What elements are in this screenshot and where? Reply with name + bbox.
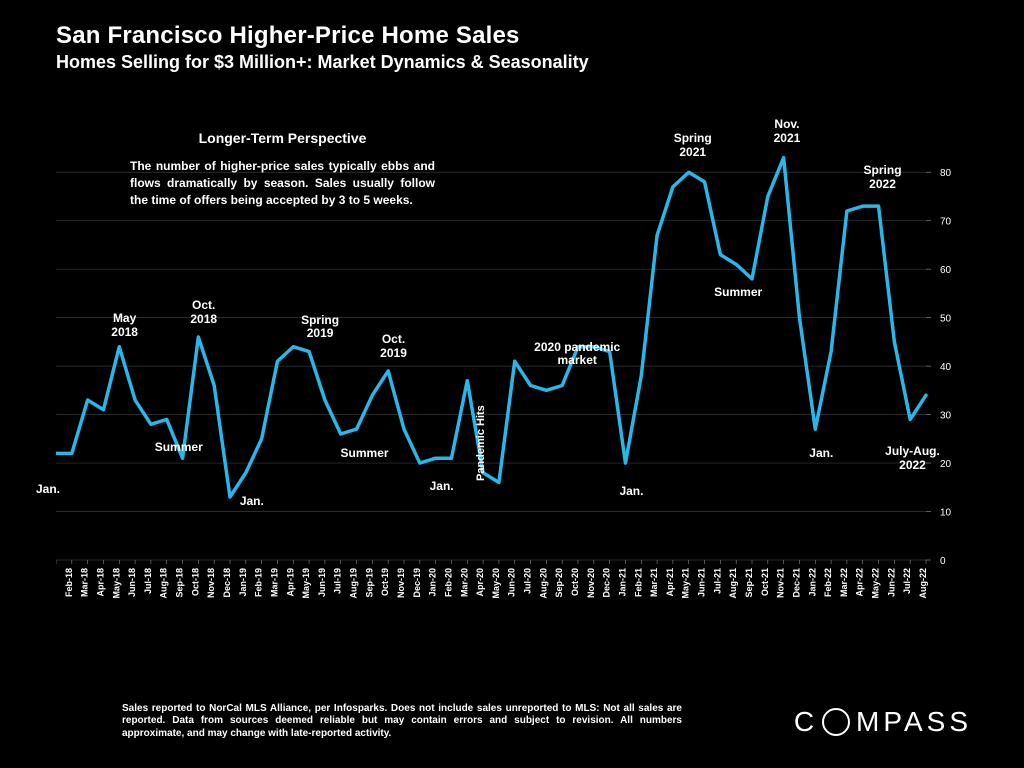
chart-header: San Francisco Higher-Price Home Sales Ho… (0, 0, 1024, 73)
svg-text:Jul-18: Jul-18 (143, 568, 153, 594)
svg-text:Sep-18: Sep-18 (175, 568, 185, 598)
svg-text:Feb-19: Feb-19 (254, 568, 264, 597)
chart-subtitle: Homes Selling for $3 Million+: Market Dy… (56, 52, 1024, 73)
logo-letters-after: MPASS (856, 706, 972, 738)
svg-text:Jun-20: Jun-20 (507, 568, 517, 597)
svg-text:40: 40 (940, 362, 952, 373)
svg-text:Oct-18: Oct-18 (190, 568, 200, 596)
chart-annotation: Nov. 2021 (774, 118, 801, 146)
chart-annotation: Oct. 2019 (380, 333, 407, 361)
svg-text:Nov-19: Nov-19 (396, 568, 406, 598)
svg-text:Apr-18: Apr-18 (95, 568, 105, 597)
perspective-title: Longer-Term Perspective (130, 130, 435, 146)
chart-annotation: May 2018 (111, 312, 138, 340)
logo-circle-icon (822, 708, 850, 736)
svg-text:70: 70 (940, 217, 952, 228)
svg-text:Jan-18: Jan-18 (56, 568, 58, 597)
perspective-body: The number of higher-price sales typical… (130, 158, 435, 208)
chart-annotation: Spring 2019 (301, 314, 339, 342)
svg-text:Apr-22: Apr-22 (855, 568, 865, 597)
footer-note: Sales reported to NorCal MLS Alliance, p… (122, 703, 682, 741)
chart-annotation: Jan. (240, 495, 264, 509)
svg-text:May-22: May-22 (871, 568, 881, 599)
svg-text:Nov-18: Nov-18 (206, 568, 216, 598)
svg-text:Jan-19: Jan-19 (238, 568, 248, 597)
svg-text:Jan-20: Jan-20 (428, 568, 438, 597)
chart-annotation: Oct. 2018 (190, 299, 217, 327)
svg-text:50: 50 (940, 314, 952, 325)
svg-text:Nov-20: Nov-20 (586, 568, 596, 598)
chart-annotation: Spring 2021 (674, 132, 712, 160)
svg-text:Mar-18: Mar-18 (80, 568, 90, 597)
chart-annotation: Jan. (619, 485, 643, 499)
svg-text:Jul-19: Jul-19 (333, 568, 343, 594)
chart-annotation: Summer (714, 286, 762, 300)
chart-annotation: Summer (155, 441, 203, 455)
chart-annotation: Summer (341, 447, 389, 461)
svg-text:Sep-20: Sep-20 (554, 568, 564, 598)
svg-text:Dec-19: Dec-19 (412, 568, 422, 598)
svg-text:Jun-22: Jun-22 (886, 568, 896, 597)
svg-text:Feb-18: Feb-18 (64, 568, 74, 597)
svg-text:20: 20 (940, 459, 952, 470)
svg-text:Mar-20: Mar-20 (459, 568, 469, 597)
svg-text:10: 10 (940, 508, 952, 519)
svg-text:Jul-21: Jul-21 (712, 568, 722, 594)
svg-text:Jan-22: Jan-22 (807, 568, 817, 597)
svg-text:Feb-22: Feb-22 (823, 568, 833, 597)
svg-text:Dec-21: Dec-21 (791, 568, 801, 598)
svg-text:May-20: May-20 (491, 568, 501, 599)
svg-text:Feb-20: Feb-20 (443, 568, 453, 597)
compass-logo: C MPASS (794, 706, 972, 738)
svg-text:0: 0 (940, 556, 946, 567)
chart-annotation: July-Aug. 2022 (885, 445, 940, 473)
chart-title: San Francisco Higher-Price Home Sales (56, 22, 1024, 50)
svg-text:Apr-20: Apr-20 (475, 568, 485, 597)
svg-text:Jul-20: Jul-20 (523, 568, 533, 594)
svg-text:Mar-19: Mar-19 (269, 568, 279, 597)
svg-text:Dec-18: Dec-18 (222, 568, 232, 598)
svg-text:Aug-20: Aug-20 (538, 568, 548, 599)
chart-annotation: Spring 2022 (864, 164, 902, 192)
chart-annotation: 2020 pandemic market (534, 341, 620, 369)
svg-text:Oct-19: Oct-19 (380, 568, 390, 596)
svg-text:Jan-21: Jan-21 (617, 568, 627, 597)
chart-annotation: Jan. (809, 447, 833, 461)
svg-text:Aug-19: Aug-19 (349, 568, 359, 599)
svg-text:Jun-18: Jun-18 (127, 568, 137, 597)
svg-text:Mar-22: Mar-22 (839, 568, 849, 597)
perspective-box: Longer-Term Perspective The number of hi… (130, 130, 435, 208)
svg-text:Aug-21: Aug-21 (728, 568, 738, 599)
svg-text:May-21: May-21 (681, 568, 691, 599)
svg-text:Jun-19: Jun-19 (317, 568, 327, 597)
svg-text:Nov-21: Nov-21 (776, 568, 786, 598)
svg-text:Apr-19: Apr-19 (285, 568, 295, 597)
svg-text:30: 30 (940, 411, 952, 422)
svg-text:Dec-20: Dec-20 (602, 568, 612, 598)
svg-text:Mar-21: Mar-21 (649, 568, 659, 597)
svg-text:Feb-21: Feb-21 (633, 568, 643, 597)
chart-annotation: Jan. (36, 483, 60, 497)
svg-text:Jul-22: Jul-22 (902, 568, 912, 594)
svg-text:Jun-21: Jun-21 (697, 568, 707, 597)
pandemic-hits-label: Pandemic Hits (475, 405, 487, 481)
svg-text:Oct-20: Oct-20 (570, 568, 580, 596)
svg-text:May-19: May-19 (301, 568, 311, 599)
svg-text:Sep-21: Sep-21 (744, 568, 754, 598)
svg-text:60: 60 (940, 265, 952, 276)
chart-annotation: Jan. (430, 480, 454, 494)
svg-text:Apr-21: Apr-21 (665, 568, 675, 597)
svg-text:Sep-19: Sep-19 (364, 568, 374, 598)
svg-text:Aug-18: Aug-18 (159, 568, 169, 599)
svg-text:80: 80 (940, 168, 952, 179)
svg-text:Oct-21: Oct-21 (760, 568, 770, 596)
svg-text:Aug-22: Aug-22 (918, 568, 928, 599)
svg-text:May-18: May-18 (111, 568, 121, 599)
logo-letter-c: C (794, 706, 818, 738)
